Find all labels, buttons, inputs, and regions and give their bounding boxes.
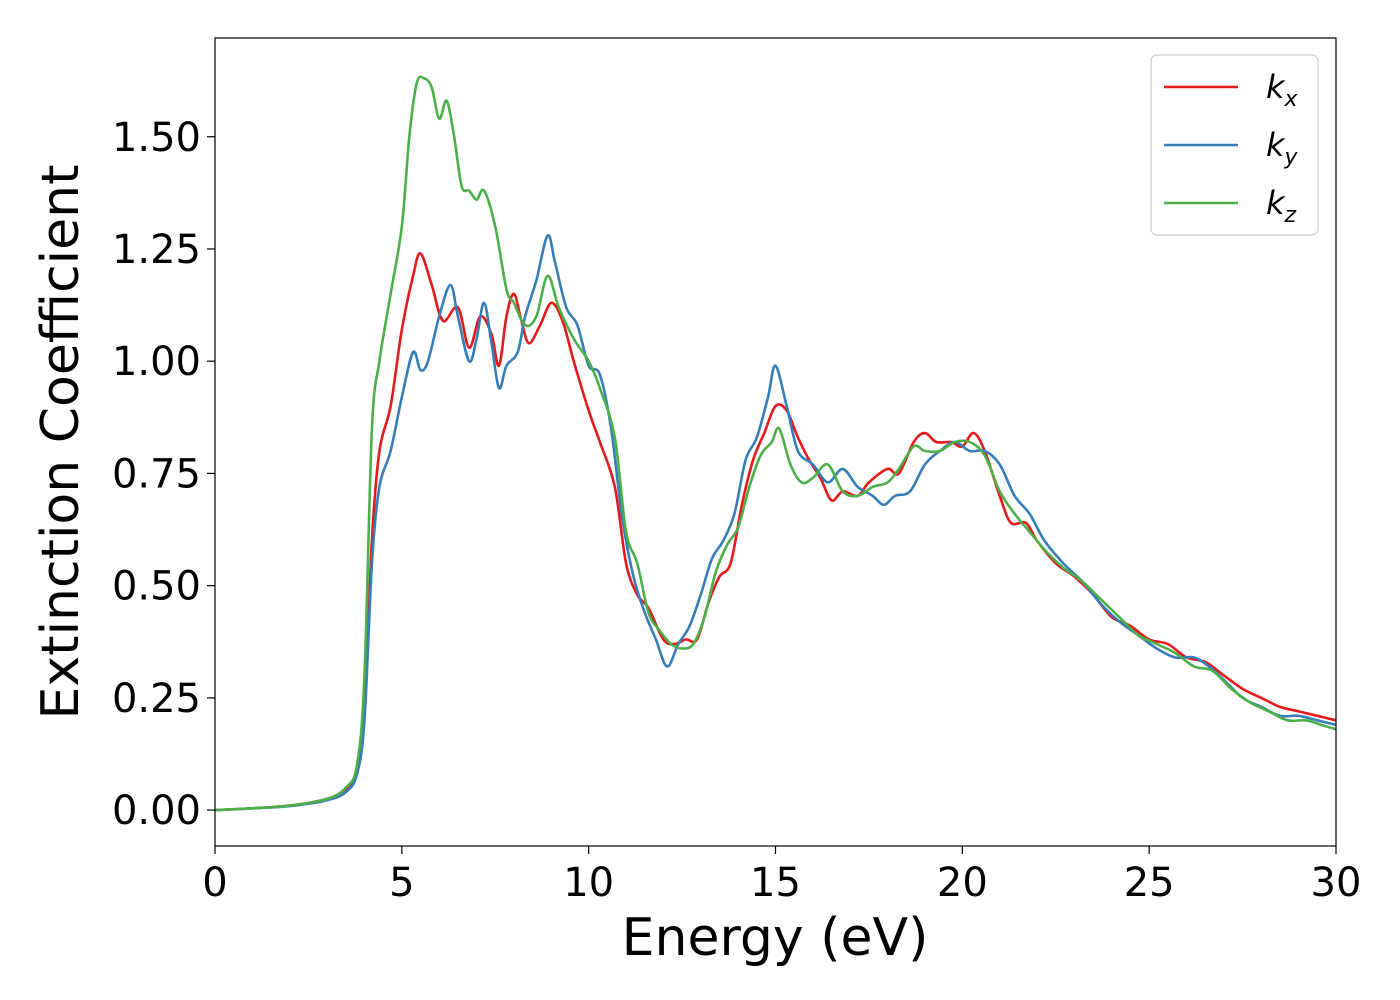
x-tick-label: 15 [750, 860, 801, 906]
x-tick-label: 5 [389, 860, 414, 906]
legend-label-k-z: kz [1266, 184, 1297, 228]
series-layer [215, 75, 1336, 812]
y-axis-ticks: 0.00 0.25 0.50 0.75 1.00 1.25 1.50 [112, 115, 215, 834]
x-tick-label: 10 [563, 860, 614, 906]
y-tick-label: 0.75 [112, 451, 201, 497]
x-tick-label: 30 [1311, 860, 1362, 906]
y-tick-label: 0.00 [112, 788, 201, 834]
legend-label-k-y: ky [1266, 126, 1299, 170]
x-axis-ticks: 0 5 10 15 20 25 30 [202, 846, 1361, 906]
x-axis-title: Energy (eV) [622, 908, 929, 968]
legend-label-k-x: kx [1266, 68, 1299, 112]
x-tick-label: 0 [202, 860, 227, 906]
series-line-k-x [215, 252, 1336, 812]
y-tick-label: 0.25 [112, 676, 201, 722]
y-tick-label: 1.00 [112, 339, 201, 385]
y-tick-label: 0.50 [112, 564, 201, 610]
y-tick-label: 1.25 [112, 227, 201, 273]
x-tick-label: 20 [937, 860, 988, 906]
y-tick-label: 1.50 [112, 115, 201, 161]
legend: kx ky kz [1150, 54, 1319, 236]
y-axis-title: Extinction Coefficient [31, 165, 91, 720]
x-tick-label: 25 [1124, 860, 1175, 906]
series-line-k-z [215, 75, 1336, 812]
